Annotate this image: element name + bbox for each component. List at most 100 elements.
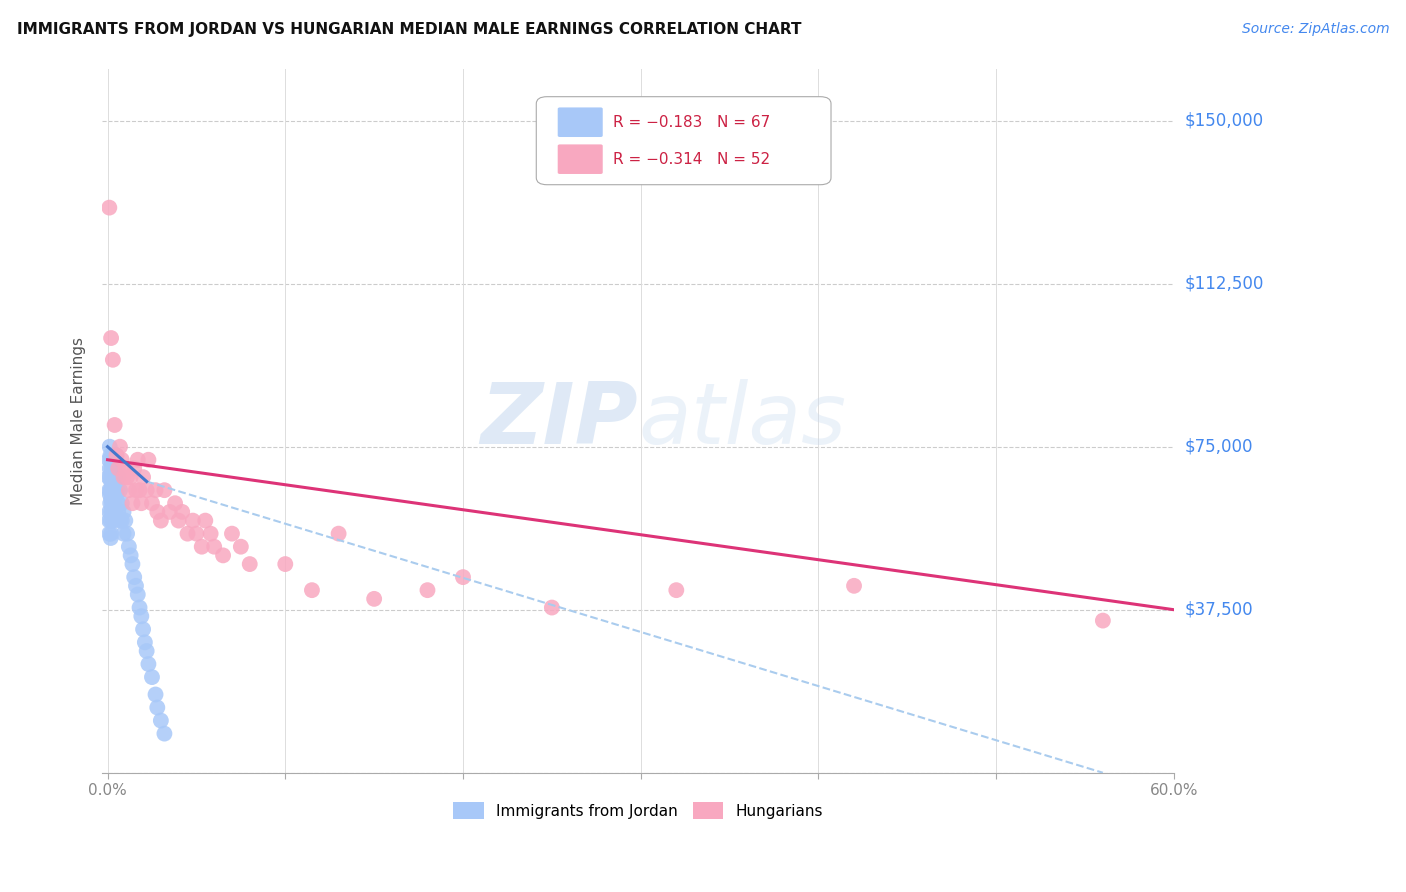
Point [98,487,121,501]
Point [103,514,125,528]
Point [125,579,148,593]
Point [103,452,125,467]
FancyBboxPatch shape [558,107,603,137]
Point [101,505,124,519]
Point [101,496,124,510]
Point [121,557,143,571]
Text: $112,500: $112,500 [1185,275,1264,293]
Text: Source: ZipAtlas.com: Source: ZipAtlas.com [1241,22,1389,37]
Text: $37,500: $37,500 [1185,600,1254,619]
Point [111,496,134,510]
Point [141,670,163,684]
Point [105,449,128,463]
Point [118,540,141,554]
Point [128,600,150,615]
Point [104,461,127,475]
Point [146,505,169,519]
Point [104,417,127,432]
Point [105,470,128,484]
Point [153,483,176,498]
Point [98,461,121,475]
Point [98,440,121,454]
Point [115,526,138,541]
Point [132,470,155,484]
Legend: Immigrants from Jordan, Hungarians: Immigrants from Jordan, Hungarians [447,796,830,825]
Point [131,609,153,624]
Point [101,352,124,367]
Point [98,452,121,467]
Point [101,483,124,498]
Point [451,570,474,584]
Point [105,483,128,498]
Point [212,549,235,563]
Y-axis label: Median Male Earnings: Median Male Earnings [72,336,86,505]
Point [186,526,208,541]
Point [202,540,225,554]
Point [153,726,176,740]
Point [100,491,122,506]
Point [301,583,323,598]
Point [200,526,222,541]
Point [665,583,688,598]
Point [111,514,134,528]
Text: $150,000: $150,000 [1185,112,1264,129]
Point [101,449,124,463]
Point [100,331,122,345]
Point [120,470,142,484]
Point [98,514,121,528]
Text: ZIP: ZIP [481,379,638,462]
Point [138,452,160,467]
Point [100,514,122,528]
Point [159,505,181,519]
Point [108,440,131,454]
Point [274,557,297,571]
Point [100,475,122,489]
Point [103,496,125,510]
Point [363,591,385,606]
Point [98,483,121,498]
Point [127,452,149,467]
Point [128,483,150,498]
Point [221,526,243,541]
Point [176,526,198,541]
Point [112,470,135,484]
Point [134,635,156,649]
Point [105,449,128,463]
Point [190,540,212,554]
Point [181,514,204,528]
FancyBboxPatch shape [536,96,831,185]
Point [105,487,128,501]
Point [100,483,122,498]
Point [239,557,262,571]
Point [416,583,439,598]
Point [98,201,121,215]
Point [122,570,145,584]
Point [121,496,143,510]
Point [100,531,122,545]
Point [98,505,121,519]
Point [118,483,141,498]
Point [98,496,121,510]
Point [541,600,564,615]
Point [112,505,135,519]
Point [107,496,129,510]
Point [131,496,153,510]
Point [100,461,122,475]
Point [112,526,135,541]
Point [194,514,217,528]
Point [111,452,134,467]
Point [107,470,129,484]
Point [100,526,122,541]
Point [138,657,160,671]
Point [842,579,865,593]
Point [100,483,122,498]
Point [135,483,157,498]
Point [104,505,127,519]
Point [107,505,129,519]
Point [328,526,350,541]
Point [135,644,157,658]
Text: atlas: atlas [638,379,846,462]
FancyBboxPatch shape [558,145,603,174]
Point [145,483,167,498]
Point [165,496,187,510]
